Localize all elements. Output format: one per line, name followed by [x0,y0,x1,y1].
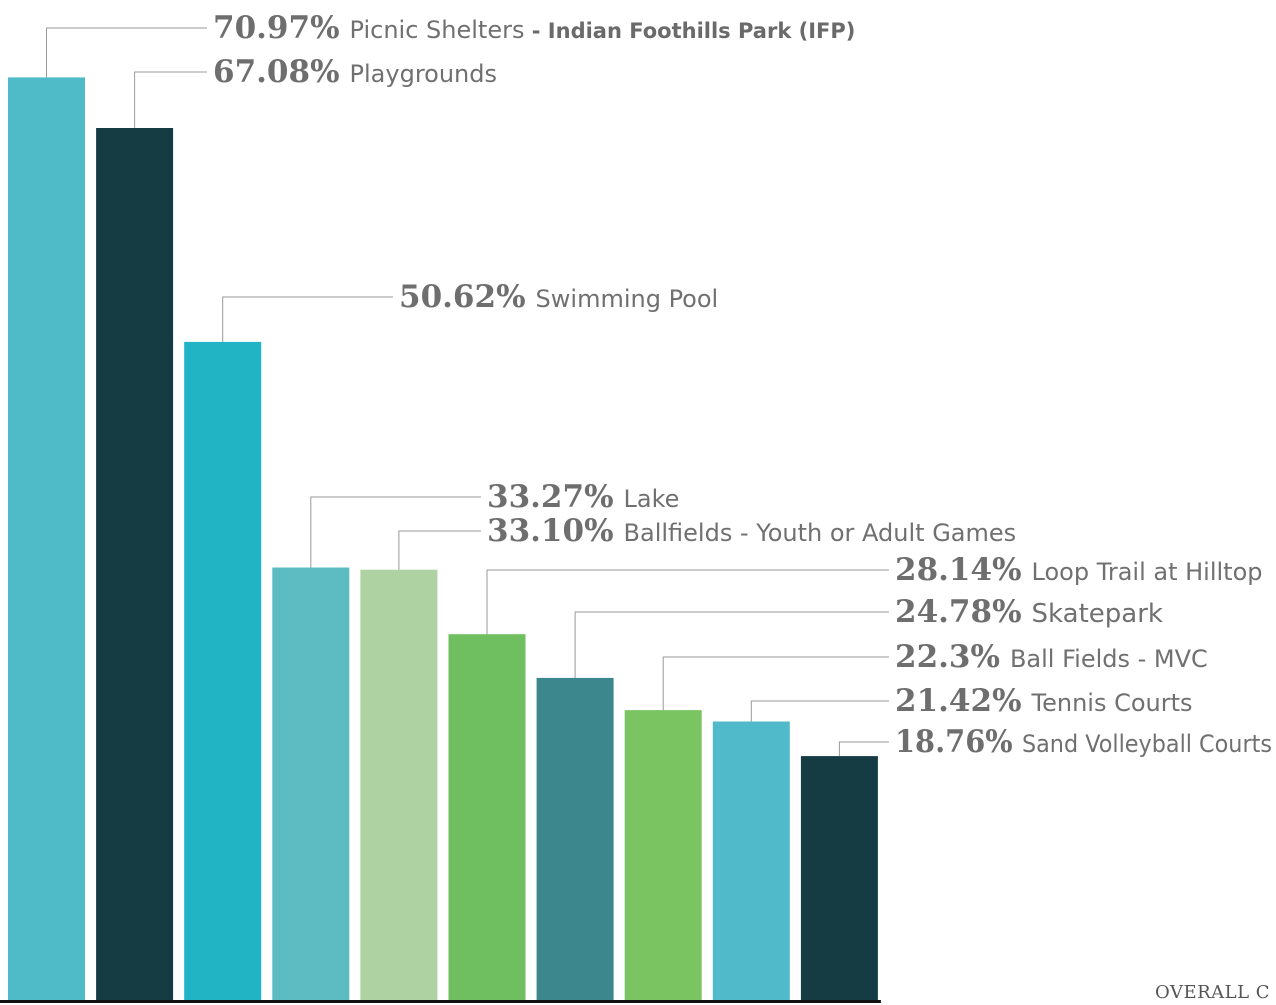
bar-picnic-shelters [8,77,85,1000]
leader-line-playgrounds [134,71,207,128]
data-label-lake: 33.27% Lake [487,479,679,515]
leader-line-tennis-courts [750,700,889,722]
leader-line-lake [310,496,481,568]
value-label-ball-fields-mvc: 22.3% [895,639,1000,675]
bar-skatepark [536,677,614,1000]
leader-line-ball-fields-mvc [662,656,889,711]
leader-lines-group [46,27,889,757]
value-label-lake: 33.27% [487,479,614,515]
leader-line-sand-volleyball-courts [838,741,889,757]
footer-text: OVERALL C [1155,982,1271,1003]
bar-lake [272,567,350,1000]
bar-loop-trail-at-hilltop [448,634,526,1000]
leader-line-picnic-shelters [46,27,207,78]
category-label-swimming-pool: Swimming Pool [536,285,719,313]
leader-line-skatepark [574,611,889,678]
category-label-tennis-courts: Tennis Courts [1031,689,1193,717]
bar-swimming-pool [184,341,262,1000]
category-label-ballfields-youth-or-adult-games: Ballfields - Youth or Adult Games [624,519,1017,547]
data-label-loop-trail-at-hilltop: 28.14% Loop Trail at Hilltop [895,552,1263,588]
leader-line-swimming-pool [222,296,393,342]
bar-sand-volleyball-courts [800,756,878,1000]
value-label-sand-volleyball-courts: 18.76% [895,724,1013,760]
leader-line-loop-trail-at-hilltop [486,569,889,635]
data-label-playgrounds: 67.08% Playgrounds [213,54,497,90]
category-label-sand-volleyball-courts: Sand Volleyball Courts [1022,730,1272,758]
category-label-loop-trail-at-hilltop: Loop Trail at Hilltop [1032,558,1263,586]
bar-ball-fields-mvc [624,710,702,1000]
value-label-tennis-courts: 21.42% [895,683,1022,719]
data-label-skatepark: 24.78% Skatepark [895,594,1163,630]
category-label-ball-fields-mvc: Ball Fields - MVC [1010,645,1208,673]
leader-line-ballfields-youth-or-adult-games [398,530,481,570]
category-sublabel-picnic-shelters: - Indian Foothills Park (IFP) [524,19,855,43]
value-label-picnic-shelters: 70.97% [213,10,340,46]
labels-group: 70.97% Picnic Shelters - Indian Foothills… [213,10,1272,760]
category-label-skatepark: Skatepark [1032,599,1163,629]
value-label-ballfields-youth-or-adult-games: 33.10% [487,513,614,549]
value-label-swimming-pool: 50.62% [399,279,526,315]
bar-playgrounds [96,128,174,1000]
bar-tennis-courts [712,721,790,1000]
category-label-picnic-shelters: Picnic Shelters [350,16,525,44]
value-label-playgrounds: 67.08% [213,54,340,90]
value-label-skatepark: 24.78% [895,594,1022,630]
data-label-ballfields-youth-or-adult-games: 33.10% Ballfields - Youth or Adult Games [487,513,1016,549]
data-label-swimming-pool: 50.62% Swimming Pool [399,279,718,315]
category-label-lake: Lake [624,485,680,513]
bars-group [8,77,878,1000]
data-label-ball-fields-mvc: 22.3% Ball Fields - MVC [895,639,1208,675]
data-label-tennis-courts: 21.42% Tennis Courts [895,683,1193,719]
bar-ballfields-youth-or-adult-games [360,569,438,1000]
data-label-sand-volleyball-courts: 18.76% Sand Volleyball Courts [895,724,1272,760]
category-label-playgrounds: Playgrounds [350,60,497,88]
value-label-loop-trail-at-hilltop: 28.14% [895,552,1022,588]
data-label-picnic-shelters: 70.97% Picnic Shelters - Indian Foothills… [213,10,855,46]
